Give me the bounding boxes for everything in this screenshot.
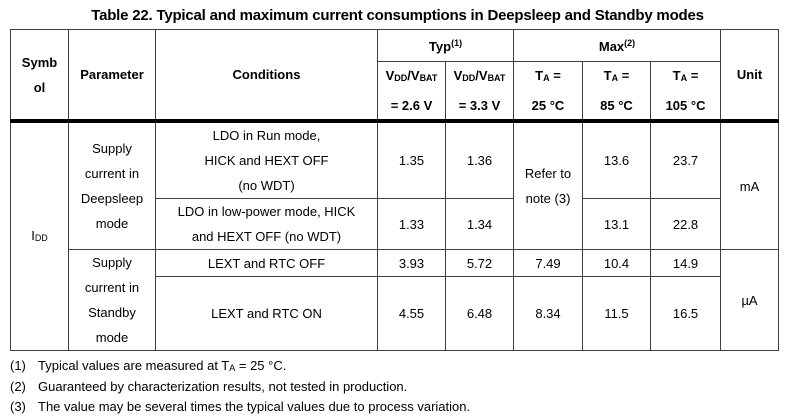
cell-max105-row3: 14.9 [649,248,722,278]
text-line: ol [33,79,46,95]
cell-parameter-deepsleep: Supply current in Deepsleep mode [68,119,156,250]
temperature-value: 85 °C [600,98,633,113]
cell-conditions-ldo-lowpower: LDO in low-power mode, HICK and HEXT OFF … [155,198,378,250]
text-line: Symb [21,54,58,70]
col-header-conditions: Conditions [155,29,378,122]
col-group-max: Max(2) [512,29,722,62]
footnote-2: (2) Guaranteed by characterization resul… [10,378,795,399]
table-row: LEXT and RTC ON 4.55 6.48 8.34 11.5 16.5 [11,276,779,351]
vdd-vbat-label: VDD/VBAT [385,68,438,83]
text-line: (no WDT) [238,178,295,193]
cell-max25-refer-note: Refer to note (3) [513,119,583,250]
cell-typ26-row4: 4.55 [377,276,446,351]
text-line: and HEXT OFF (no WDT) [191,229,342,244]
ta-label: TA = [672,68,699,83]
col-header-unit: Unit [720,29,780,122]
col-header-vdd-3v3: VDD/VBAT = 3.3 V [445,61,514,122]
cell-conditions-lext-rtc-on: LEXT and RTC ON [155,276,378,351]
cell-max105-row1: 23.7 [649,119,722,199]
cell-max85-row3: 10.4 [582,248,651,278]
table-row: Supply current in Standby mode LEXT and RTC… [11,248,780,351]
cell-typ33-row1: 1.36 [445,119,514,199]
text-line: HICK and HEXT OFF [204,153,329,168]
cell-typ26-row3: 3.93 [377,248,446,278]
cell-typ33-row3: 5.72 [445,248,514,278]
footnote-text: Typical values are measured at TA = 25 °… [38,358,287,373]
text-line: mode [95,216,129,231]
typ-footnote-ref: (1) [451,37,463,48]
cell-unit-ma: mA [720,119,780,250]
cell-conditions-lext-rtc-off: LEXT and RTC OFF [155,248,378,278]
text-line: current in [84,280,140,295]
text-line: LDO in Run mode, [212,128,321,143]
text-line: Standby [88,305,136,320]
text-line: Refer to [524,166,572,181]
cell-max25-row4: 8.34 [513,276,583,351]
text-line: Supply [92,255,132,270]
ta-label: TA = [603,68,630,83]
cell-max105-row2: 22.8 [649,198,722,250]
col-group-typ: Typ(1) [377,29,514,62]
footnote-text: The value may be several times the typic… [38,399,471,414]
cell-typ26-row1: 1.35 [377,119,446,199]
text-line: mode [95,330,129,345]
cell-typ33-row2: 1.34 [445,198,514,250]
ta-label: TA = [535,68,561,83]
table-title: Table 22. Typical and maximum current co… [91,7,704,24]
table-row: LDO in low-power mode, HICK and HEXT OFF … [11,198,779,250]
col-header-vdd-2v6: VDD/VBAT = 2.6 V [377,61,446,122]
cell-max85-row1: 13.6 [582,119,651,199]
temperature-value: 105 °C [665,98,706,113]
footnote-marker: (2) [10,378,26,394]
text-line: current in [84,166,140,181]
footnote-3: (3) The value may be several times the t… [10,398,795,419]
footnote-marker: (3) [10,399,26,414]
current-consumption-table: Symb ol Parameter Conditions Typ(1) Max(2… [10,29,780,351]
text-line: LEXT and RTC OFF [207,255,326,271]
cell-typ26-row2: 1.33 [377,198,446,250]
cell-max25-row3: 7.49 [513,248,583,278]
footnote-marker: (1) [10,358,26,373]
table-row: IDD Supply current in Deepsleep mode LDO in… [10,119,780,351]
text-line: LEXT and RTC ON [211,306,322,322]
cell-conditions-ldo-run: LDO in Run mode, HICK and HEXT OFF (no WDT… [155,119,378,199]
cell-typ33-row4: 6.48 [445,276,514,351]
max-label: Max [598,38,625,54]
text-line: LDO in low-power mode, HICK [177,204,356,219]
footnote-1: (1) Typical values are measured at TA = … [10,357,795,378]
col-header-ta-85: TA = 85 °C [582,61,651,122]
col-header-ta-25: TA = 25 °C [513,61,583,122]
text-line: Supply [92,141,132,156]
footnotes: (1) Typical values are measured at TA = … [10,357,795,419]
col-header-ta-105: TA = 105 °C [649,61,722,122]
cell-parameter-standby: Supply current in Standby mode [68,249,156,351]
text-line: Deepsleep [80,191,144,206]
text-line: note (3) [525,191,571,206]
footnote-text: Guaranteed by characterization results, … [38,378,408,394]
max-footnote-ref: (2) [624,37,636,48]
vdd-vbat-label: VDD/VBAT [453,68,506,83]
voltage-value: = 2.6 V [390,98,433,113]
cell-max105-row4: 16.5 [649,276,722,351]
cell-max85-row2: 13.1 [582,198,651,250]
cell-max85-row4: 11.5 [582,276,651,351]
cell-symbol-idd: IDD [10,119,69,351]
typ-label: Typ [428,38,452,54]
temperature-value: 25 °C [531,98,565,113]
voltage-value: = 3.3 V [458,98,501,113]
col-header-symbol: Symb ol [10,29,69,122]
cell-unit-ua: µA [720,249,780,351]
col-header-parameter: Parameter [68,29,156,122]
